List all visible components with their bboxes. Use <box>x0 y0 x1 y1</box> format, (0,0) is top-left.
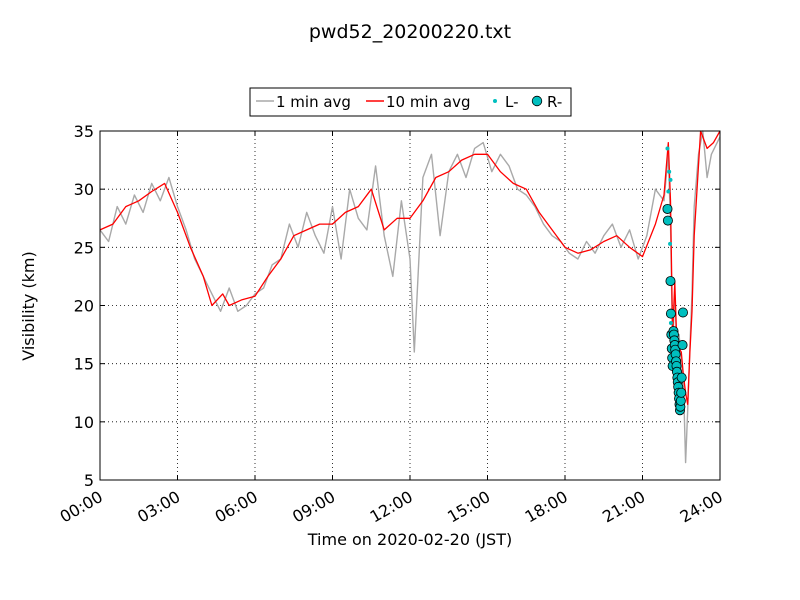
point-l <box>666 189 671 194</box>
point-r <box>665 308 676 319</box>
legend-r-swatch <box>531 95 543 107</box>
legend-1min-label: 1 min avg <box>276 93 351 111</box>
legend-l-label: L- <box>505 93 519 111</box>
legend-r-label: R- <box>547 93 562 111</box>
legend-box <box>249 87 572 117</box>
point-l <box>668 241 673 246</box>
y-tick-label: 30 <box>74 180 94 199</box>
point-r <box>662 215 673 226</box>
chart-title: pwd52_20200220.txt <box>309 21 511 43</box>
legend-10min-label: 10 min avg <box>386 93 471 111</box>
series-layer <box>99 130 721 464</box>
point-l <box>665 146 670 151</box>
legend-l-swatch <box>493 99 497 103</box>
point-r <box>676 387 687 398</box>
point-r <box>665 276 676 287</box>
x-axis-label: Time on 2020-02-20 (JST) <box>307 530 512 549</box>
y-tick-label: 20 <box>74 297 94 316</box>
point-l <box>668 177 673 182</box>
series-10min-line <box>99 130 721 406</box>
point-r <box>662 203 673 214</box>
y-tick-label: 5 <box>84 471 94 490</box>
y-tick-label: 10 <box>74 413 94 432</box>
y-tick-label: 15 <box>74 355 94 374</box>
point-r <box>677 340 688 351</box>
grid-layer <box>100 131 720 480</box>
y-tick-label: 25 <box>74 238 94 257</box>
legend: 1 min avg 10 min avg L- R- <box>249 87 572 117</box>
point-r <box>676 372 687 383</box>
point-l <box>668 320 673 325</box>
y-axis-label: Visibility (km) <box>19 251 38 360</box>
point-r <box>677 307 688 318</box>
point-l <box>667 169 672 174</box>
y-tick-label: 35 <box>74 122 94 141</box>
marker-layer <box>662 146 688 416</box>
